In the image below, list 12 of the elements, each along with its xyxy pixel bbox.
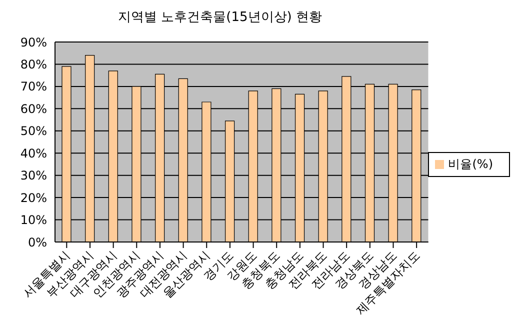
y-tick-label: 20% xyxy=(20,190,47,205)
y-tick-label: 60% xyxy=(20,102,47,116)
y-tick-label: 10% xyxy=(20,213,47,228)
y-tick-label: 70% xyxy=(20,80,47,94)
y-tick-label: 90% xyxy=(20,35,47,50)
y-tick-label: 40% xyxy=(20,146,47,160)
chart-title: 지역별 노후건축물(15년이상) 현황 xyxy=(117,9,323,26)
y-tick-label: 80% xyxy=(20,57,47,72)
y-tick-label: 50% xyxy=(20,124,47,138)
y-tick-label: 30% xyxy=(20,168,47,183)
y-tick-label: 0% xyxy=(28,235,47,250)
legend-label: 비율(%) xyxy=(448,157,493,171)
